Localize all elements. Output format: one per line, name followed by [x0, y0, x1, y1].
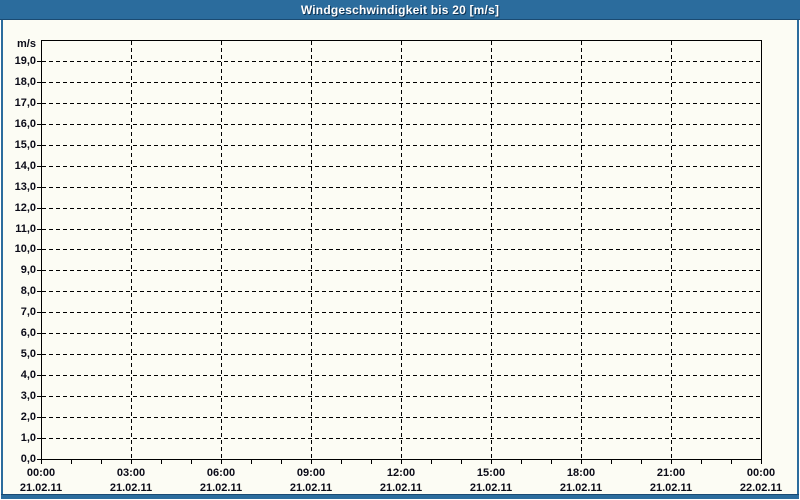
y-tick — [37, 208, 41, 209]
x-time-label: 06:00 — [206, 467, 236, 479]
y-tick-label: 12,0 — [14, 202, 36, 214]
y-tick-label: 6,0 — [20, 327, 36, 339]
x-tick — [71, 460, 72, 464]
x-tick — [761, 460, 762, 464]
y-tick-label: 11,0 — [15, 223, 36, 235]
y-tick-label: 8,0 — [20, 285, 36, 297]
y-tick — [37, 145, 41, 146]
x-tick — [641, 460, 642, 464]
x-tick — [521, 460, 522, 464]
x-time-label: 21:00 — [656, 467, 686, 479]
x-gridline — [221, 41, 222, 458]
x-tick — [341, 460, 342, 464]
y-tick-label: 17,0 — [14, 97, 36, 109]
title-bar: Windgeschwindigkeit bis 20 [m/s] — [0, 0, 800, 20]
x-date-label: 21.02.11 — [469, 482, 513, 494]
x-date-label: 21.02.11 — [109, 482, 153, 494]
x-tick — [581, 460, 582, 464]
x-tick — [161, 460, 162, 464]
y-tick-label: 18,0 — [14, 76, 36, 88]
y-tick-label: 0,0 — [20, 453, 36, 465]
x-tick — [671, 460, 672, 464]
x-date-label: 21.02.11 — [19, 482, 63, 494]
y-tick — [37, 103, 41, 104]
x-tick — [371, 460, 372, 464]
x-tick — [731, 460, 732, 464]
y-tick-label: 5,0 — [20, 348, 36, 360]
x-time-label: 12:00 — [386, 467, 416, 479]
x-gridline — [581, 41, 582, 458]
x-tick — [281, 460, 282, 464]
x-tick — [431, 460, 432, 464]
x-date-label: 21.02.11 — [559, 482, 603, 494]
x-gridline — [401, 41, 402, 458]
x-tick — [101, 460, 102, 464]
y-tick-label: 1,0 — [20, 432, 36, 444]
y-tick-label: 10,0 — [14, 243, 36, 255]
plot-frame — [41, 40, 762, 460]
y-tick-label: 7,0 — [20, 306, 36, 318]
x-time-label: 18:00 — [566, 467, 596, 479]
y-tick-label: 2,0 — [20, 411, 36, 423]
y-tick — [37, 417, 41, 418]
x-gridline — [491, 41, 492, 458]
y-tick — [37, 166, 41, 167]
x-tick — [491, 460, 492, 464]
y-tick-label: 9,0 — [20, 264, 36, 276]
y-tick — [37, 291, 41, 292]
y-tick — [37, 61, 41, 62]
x-date-label: 22.02.11 — [739, 482, 783, 494]
y-tick-label: 19,0 — [14, 55, 36, 67]
x-tick — [191, 460, 192, 464]
chart-title: Windgeschwindigkeit bis 20 [m/s] — [300, 2, 500, 17]
y-tick — [37, 354, 41, 355]
x-tick — [221, 460, 222, 464]
y-tick — [37, 187, 41, 188]
y-tick — [37, 229, 41, 230]
y-tick-label: 4,0 — [20, 369, 36, 381]
y-tick — [37, 249, 41, 250]
x-date-label: 21.02.11 — [199, 482, 243, 494]
x-tick — [311, 460, 312, 464]
x-tick — [701, 460, 702, 464]
x-date-label: 21.02.11 — [289, 482, 333, 494]
bottom-frame-border — [1, 494, 799, 499]
y-tick-label: 13,0 — [14, 181, 36, 193]
x-gridline — [131, 41, 132, 458]
x-gridline — [671, 41, 672, 458]
x-time-label: 00:00 — [746, 467, 776, 479]
y-tick — [37, 312, 41, 313]
x-tick — [251, 460, 252, 464]
x-tick — [41, 460, 42, 464]
y-tick-label: 16,0 — [14, 118, 36, 130]
x-tick — [131, 460, 132, 464]
x-time-label: 15:00 — [476, 467, 506, 479]
x-tick — [611, 460, 612, 464]
y-tick — [37, 82, 41, 83]
x-tick — [461, 460, 462, 464]
x-time-label: 09:00 — [296, 467, 326, 479]
y-tick — [37, 438, 41, 439]
y-tick — [37, 459, 41, 460]
y-axis-unit-label: m/s — [17, 38, 36, 50]
x-gridline — [311, 41, 312, 458]
y-tick — [37, 333, 41, 334]
y-tick — [37, 375, 41, 376]
x-tick — [551, 460, 552, 464]
x-tick — [401, 460, 402, 464]
y-tick — [37, 270, 41, 271]
y-tick — [37, 396, 41, 397]
y-tick-label: 3,0 — [20, 390, 36, 402]
x-time-label: 03:00 — [116, 467, 146, 479]
x-date-label: 21.02.11 — [379, 482, 423, 494]
x-date-label: 21.02.11 — [649, 482, 693, 494]
y-tick-label: 15,0 — [14, 139, 36, 151]
chart-background — [1, 20, 799, 494]
y-tick — [37, 124, 41, 125]
y-tick-label: 14,0 — [14, 160, 36, 172]
x-time-label: 00:00 — [26, 467, 56, 479]
